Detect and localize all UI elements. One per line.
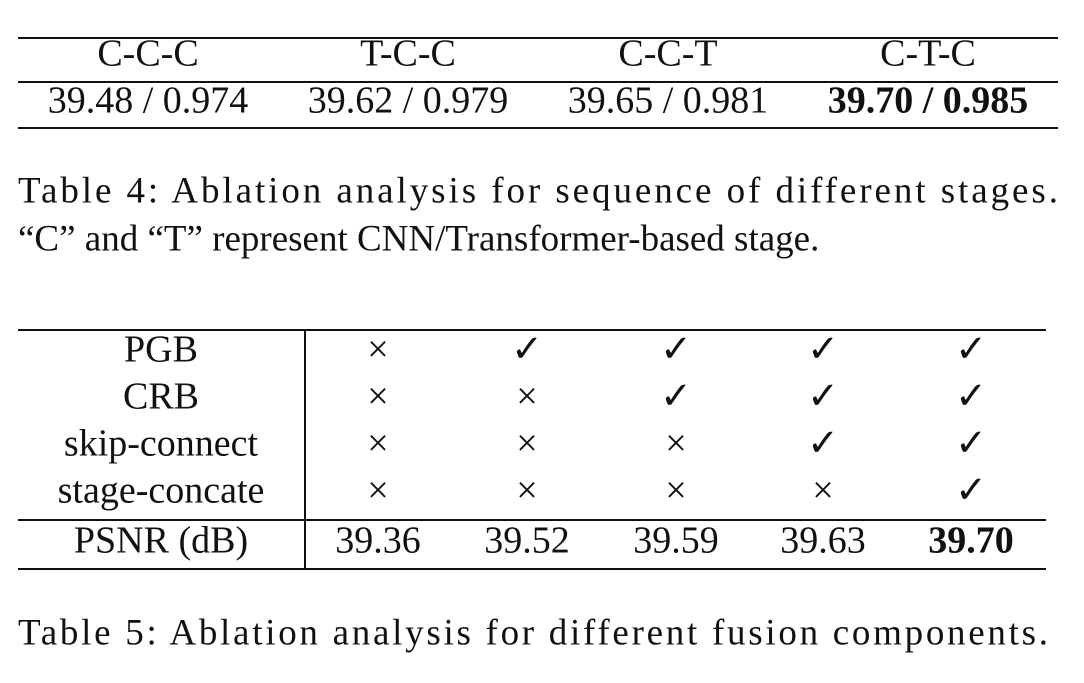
caption: Table 5: Ablation analysis for different…	[18, 612, 1048, 653]
table-5	[18, 329, 1046, 570]
column-header: C-C-C	[97, 33, 198, 75]
table-cell: ×	[665, 423, 686, 465]
row-label: stage-concate	[58, 470, 265, 512]
table-cell: ×	[367, 329, 388, 371]
table-cell: ×	[812, 470, 833, 512]
table-cell: ✓	[807, 376, 839, 418]
caption: “C” and “T” represent CNN/Transformer-ba…	[18, 218, 819, 259]
table-cell: ✓	[807, 329, 839, 371]
table-cell: ×	[516, 470, 537, 512]
table-cell: ✓	[511, 329, 543, 371]
table-cell: ×	[516, 376, 537, 418]
table-cell: ✓	[955, 423, 987, 465]
row-label: PGB	[124, 329, 198, 371]
table-cell: ×	[665, 470, 686, 512]
table-cell: ×	[367, 470, 388, 512]
table-cell: ×	[367, 376, 388, 418]
table-cell: 39.52	[484, 520, 570, 562]
row-label: skip-connect	[64, 423, 259, 465]
table-cell: 39.59	[633, 520, 719, 562]
table-cell: 39.48 / 0.974	[48, 80, 249, 122]
table-cell: 39.65 / 0.981	[568, 80, 769, 122]
row-label: CRB	[123, 376, 199, 418]
table-4	[18, 37, 1058, 129]
table-cell: ×	[516, 423, 537, 465]
table-cell: ✓	[955, 329, 987, 371]
table-cell: 39.70	[928, 520, 1014, 562]
row-label: PSNR (dB)	[74, 520, 248, 562]
table-cell: ✓	[955, 376, 987, 418]
column-header: C-C-T	[618, 33, 717, 75]
table-cell: ✓	[660, 376, 692, 418]
table-cell: 39.36	[335, 520, 421, 562]
caption: Table 4: Ablation analysis for sequence …	[18, 170, 1058, 211]
table-cell: 39.63	[780, 520, 866, 562]
table-cell: ×	[367, 423, 388, 465]
table-cell: ✓	[807, 423, 839, 465]
table-cell: ✓	[955, 470, 987, 512]
table-cell: 39.62 / 0.979	[308, 80, 509, 122]
table-cell: 39.70 / 0.985	[828, 80, 1029, 122]
table-cell: ✓	[660, 329, 692, 371]
column-header: C-T-C	[880, 33, 976, 75]
column-header: T-C-C	[360, 33, 456, 75]
